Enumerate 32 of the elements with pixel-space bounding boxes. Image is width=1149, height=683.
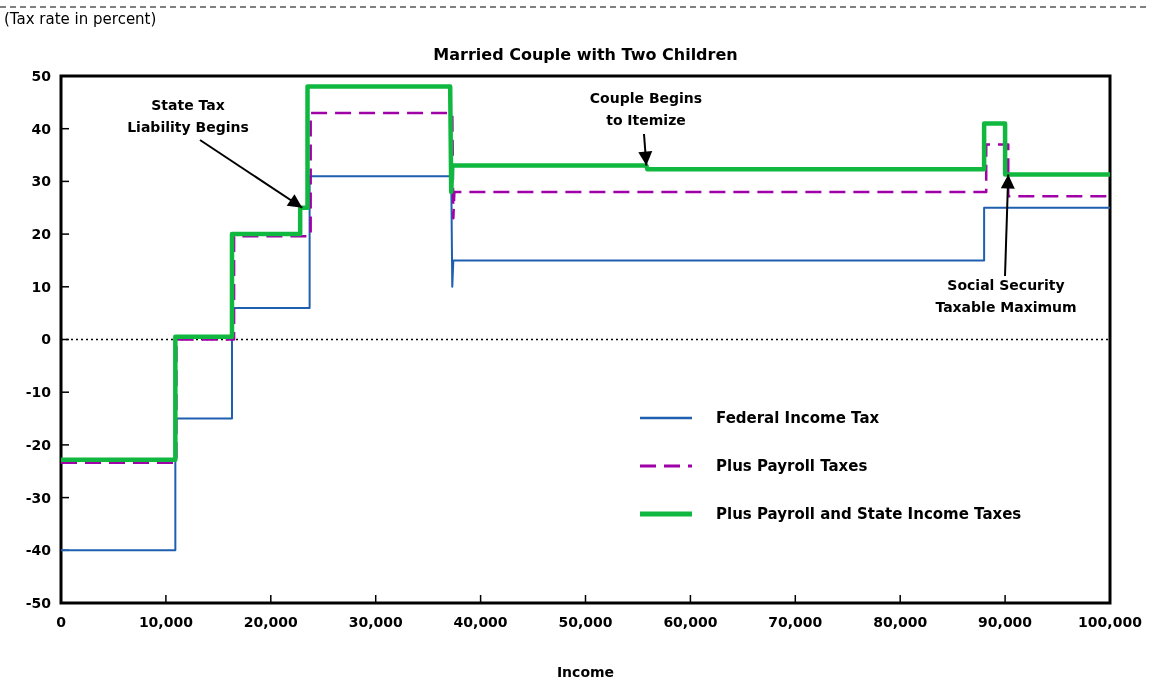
y-tick-label: -10: [25, 384, 52, 401]
line-series: [60, 175, 1111, 552]
x-tick-label: 50,000: [558, 614, 613, 630]
x-tick-label: 10,000: [138, 614, 194, 630]
x-tick-label: 90,000: [978, 614, 1033, 630]
y-tick-label: 10: [31, 278, 52, 295]
y-axis-title: (Tax rate in percent): [4, 10, 157, 28]
x-tick-label: 20,000: [243, 614, 299, 630]
x-tick-label: 30,000: [348, 614, 403, 630]
x-tick-label: 40,000: [453, 614, 508, 630]
x-axis-title: Income: [556, 664, 615, 680]
y-tick-label: 40: [31, 120, 52, 137]
annotation: Social Security Taxable Maximum: [935, 277, 1077, 315]
y-tick-label: -30: [25, 489, 52, 506]
legend-label: Federal Income Tax: [716, 409, 880, 428]
legend-label: Plus Payroll and State Income Taxes: [716, 505, 1022, 524]
chart-title: Married Couple with Two Children: [433, 45, 738, 64]
y-tick-label: 0: [41, 331, 52, 348]
x-tick-label: 70,000: [768, 614, 823, 630]
annotation: State Tax Liability Begins: [127, 97, 249, 135]
y-tick-label: -50: [25, 594, 52, 611]
y-tick-label: 30: [31, 173, 52, 190]
annotation: Couple Begins to Itemize: [589, 90, 703, 128]
x-tick-label: 0: [56, 614, 67, 630]
y-tick-label: 20: [31, 226, 52, 242]
x-tick-label: 80,000: [873, 614, 928, 630]
x-tick-label: 100,000: [1078, 614, 1143, 630]
legend-label: Plus Payroll Taxes: [716, 457, 868, 476]
x-tick-label: 60,000: [663, 614, 718, 630]
y-tick-label: -40: [25, 542, 52, 559]
y-tick-label: 50: [31, 67, 52, 84]
y-tick-label: -20: [25, 436, 52, 453]
